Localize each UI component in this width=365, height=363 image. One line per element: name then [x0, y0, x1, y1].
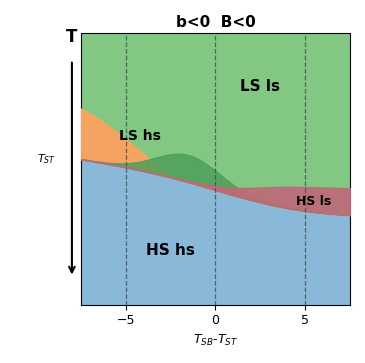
- Text: HS ls: HS ls: [296, 195, 332, 208]
- Text: HS hs: HS hs: [146, 243, 195, 258]
- Title: b<0  B<0: b<0 B<0: [176, 15, 255, 30]
- Text: T: T: [66, 28, 78, 46]
- X-axis label: $T_{SB}$-$T_{ST}$: $T_{SB}$-$T_{ST}$: [193, 333, 238, 348]
- Text: LS ls: LS ls: [240, 79, 280, 94]
- Text: LS hs: LS hs: [119, 129, 161, 143]
- Text: $T_{ST}$: $T_{ST}$: [37, 152, 56, 166]
